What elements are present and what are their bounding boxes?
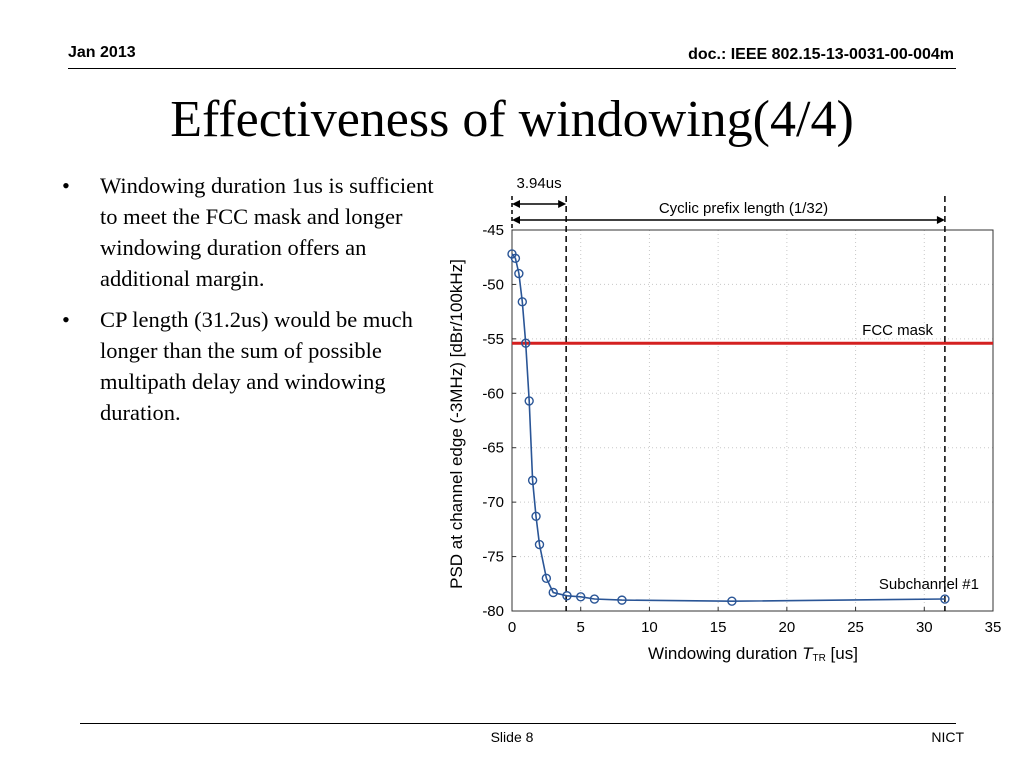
header-divider (68, 68, 956, 69)
bullet-text: Windowing duration 1us is sufficient to … (100, 173, 434, 291)
y-tick-label: -65 (482, 440, 504, 457)
data-point (617, 595, 627, 605)
x-tick-label: 25 (847, 619, 864, 636)
series-line (511, 253, 945, 603)
y-tick-label: -75 (482, 549, 504, 566)
x-tick-label: 35 (985, 619, 1002, 636)
cp-arrow-head (936, 216, 945, 224)
x-tick-label: 15 (710, 619, 727, 636)
psd-chart: 0 5 10 15 20 25 30 35 -45 -50 -55 -60 -65 -70 -75 -80 F… (447, 175, 1001, 664)
x-tick-label: 30 (916, 619, 933, 636)
data-point (531, 511, 541, 521)
data-point (514, 268, 524, 279)
bullet-icon: • (62, 173, 70, 198)
plot-frame (511, 229, 994, 612)
data-point (548, 587, 558, 598)
x-tick-label: 20 (779, 619, 796, 636)
y-tick-label: -70 (482, 494, 504, 511)
marker-label-windowing: 3.94us (517, 175, 562, 192)
y-tick-label: -55 (482, 331, 504, 348)
y-tick-label: -45 (482, 222, 504, 239)
chart-marks: FCC mask 3.94us Cyclic prefix length (1/32… (507, 175, 993, 611)
cp-arrow-head (512, 216, 520, 224)
bullet-item: • Windowing duration 1us is sufficient t… (62, 170, 434, 294)
chart-grid (512, 230, 993, 611)
data-point (510, 253, 521, 264)
windowing-arrow-head (558, 200, 567, 208)
fcc-mask-label: FCC mask (862, 322, 933, 339)
data-point (940, 594, 950, 604)
y-tick-label: -80 (482, 603, 504, 620)
bullet-icon: • (62, 307, 70, 332)
data-point (576, 592, 586, 602)
slide-number: Slide 8 (490, 729, 534, 745)
data-point (527, 475, 538, 486)
x-tick-label: 0 (508, 619, 516, 636)
footer-divider (80, 723, 956, 724)
data-point (524, 396, 534, 406)
chart-axes: 0 5 10 15 20 25 30 35 -45 -50 -55 -60 -65 -70 -75 -80 (482, 222, 1001, 636)
series-label: Subchannel #1 (879, 576, 979, 593)
data-point (541, 573, 552, 584)
bullet-list: • Windowing duration 1us is sufficient t… (62, 170, 434, 438)
data-point (534, 539, 545, 550)
x-tick-label: 5 (577, 619, 585, 636)
data-point (727, 596, 737, 606)
y-tick-label: -60 (482, 385, 504, 402)
y-tick-label: -50 (482, 276, 504, 293)
data-point (589, 594, 600, 604)
marker-label-cp: Cyclic prefix length (1/32) (659, 200, 828, 217)
x-tick-label: 10 (641, 619, 658, 636)
footer-org: NICT (931, 729, 964, 745)
data-point (562, 591, 572, 601)
header-doc-id: doc.: IEEE 802.15-13-0031-00-004m (688, 46, 954, 63)
slide-title: Effectiveness of windowing(4/4) (170, 91, 854, 148)
windowing-arrow-head (512, 200, 520, 208)
y-axis-label: PSD at channel edge (-3MHz) [dBr/100kHz] (447, 259, 466, 589)
data-point (521, 338, 531, 348)
x-axis-label: Windowing duration TTR [us] (648, 644, 858, 664)
bullet-text: CP length (31.2us) would be much longer … (100, 307, 413, 425)
data-point (517, 297, 528, 307)
bullet-item: • CP length (31.2us) would be much longe… (62, 304, 434, 428)
header-date: Jan 2013 (68, 44, 136, 61)
